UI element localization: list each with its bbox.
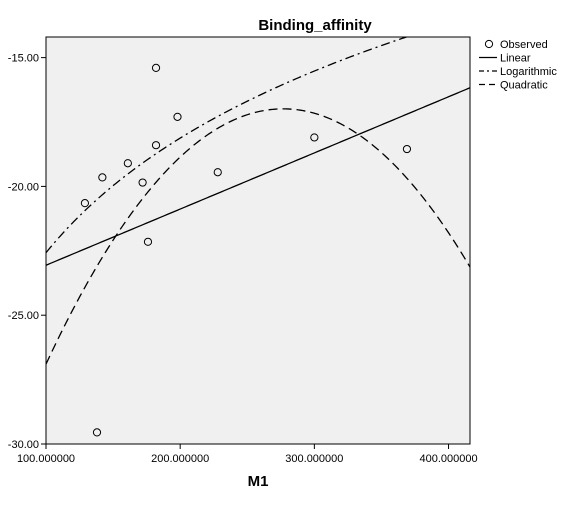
data-point: [123, 159, 132, 168]
data-point: [151, 63, 161, 73]
y-tick-label: -15.00: [8, 53, 39, 65]
legend-label: Observed: [500, 39, 548, 51]
y-tick-label: -20.00: [8, 181, 39, 193]
data-point: [138, 178, 147, 187]
x-tick-label: 100.000000: [17, 453, 75, 465]
data-point: [92, 428, 102, 437]
x-axis-title: M1: [248, 473, 269, 490]
fit-line-logarithmic: [46, 37, 409, 254]
legend-label: Logarithmic: [500, 66, 557, 78]
x-axis: 100.000000 200.000000 300.000000 400.000000: [17, 444, 478, 465]
data-point: [80, 199, 90, 208]
observed-points: [80, 63, 412, 437]
chart-title: Binding_affinity: [258, 17, 372, 34]
x-tick-label: 200.000000: [151, 453, 209, 465]
y-tick-label: -30.00: [8, 439, 39, 451]
legend-label: Quadratic: [500, 80, 548, 92]
y-axis: -30.00 -25.00 -20.00 -15.00: [8, 53, 46, 451]
y-tick-label: -25.00: [8, 310, 39, 322]
data-point: [402, 144, 412, 154]
fit-lines: [46, 37, 470, 365]
x-tick-label: 300.000000: [285, 453, 343, 465]
x-tick-label: 400.000000: [419, 453, 477, 465]
data-point: [310, 133, 319, 142]
legend-marker-observed: [484, 39, 494, 49]
data-point: [151, 141, 161, 150]
fit-line-quadratic: [46, 108, 470, 365]
legend-label: Linear: [500, 53, 531, 65]
plot-area: [45, 36, 471, 445]
data-point: [143, 237, 153, 246]
data-point: [173, 112, 182, 121]
data-point: [98, 173, 107, 182]
data-point: [213, 168, 222, 177]
